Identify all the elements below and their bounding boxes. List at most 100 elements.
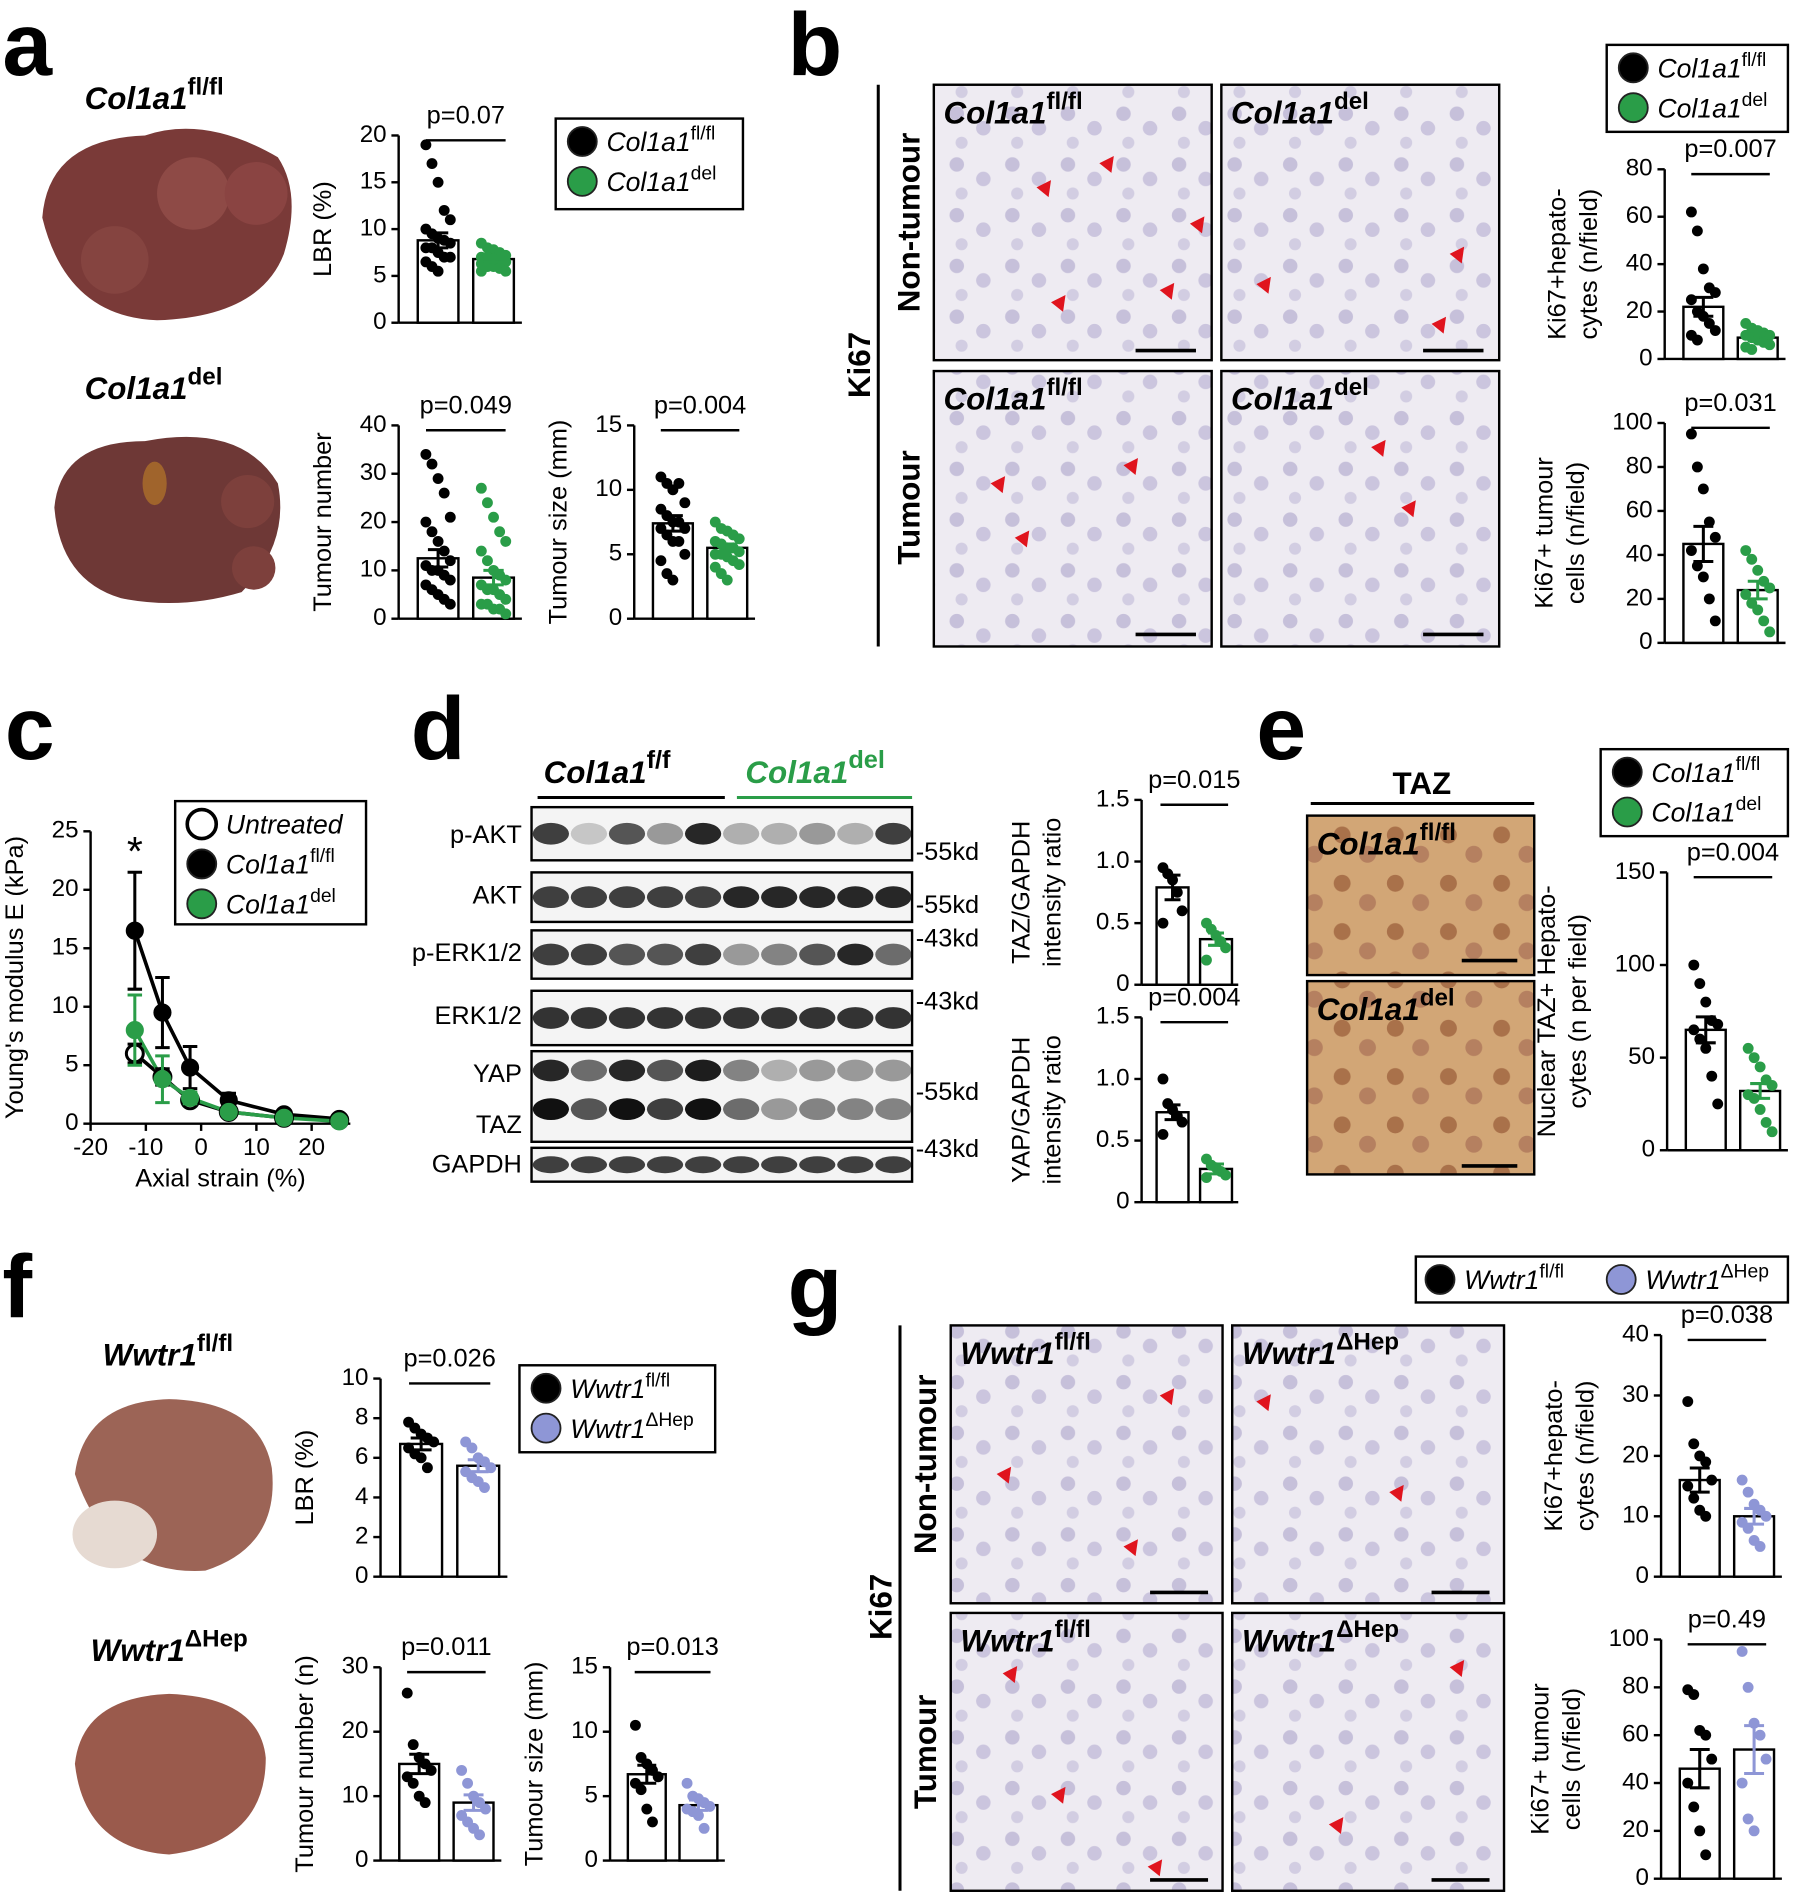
- blot-group: Col1a1f/f: [544, 746, 671, 790]
- y-tick-label: 0: [355, 1562, 368, 1589]
- y-axis-label: Tumour number (n): [291, 1655, 319, 1873]
- y-tick-label: 30: [1622, 1381, 1649, 1408]
- y-tick-label: 4: [355, 1483, 368, 1510]
- data-point: [274, 1108, 294, 1127]
- blot-band: [608, 886, 646, 909]
- image-label: Wwtr1fl/fl: [960, 1616, 1090, 1658]
- blot-band: [723, 1156, 760, 1174]
- image-label-main: Col1a1: [1231, 382, 1334, 417]
- image-label-main: Wwtr1: [960, 1624, 1054, 1659]
- data-point: [444, 214, 456, 226]
- data-point: [1688, 1492, 1700, 1504]
- data-point: [693, 1810, 704, 1821]
- y-tick-label: 0: [1636, 1864, 1649, 1891]
- legend-label: Wwtr1ΔHep: [570, 1410, 694, 1444]
- y-tick-label: 0: [1639, 344, 1652, 371]
- data-point: [1688, 1024, 1700, 1036]
- y-tick-label: 20: [1626, 584, 1653, 611]
- data-point: [1746, 344, 1758, 355]
- blot-band: [646, 1098, 684, 1121]
- liver-photo: [54, 436, 281, 603]
- y-tick-label: 0: [65, 1109, 78, 1136]
- data-point: [1740, 589, 1752, 600]
- blot-band: [646, 1007, 684, 1029]
- y-tick-label: 60: [1626, 202, 1653, 229]
- data-point: [1742, 1486, 1754, 1498]
- row-label: Non-tumour: [908, 1375, 943, 1555]
- x-tick-label: 0: [194, 1134, 207, 1161]
- image-label-sup: del: [1334, 374, 1369, 401]
- error-bar: [1744, 1724, 1765, 1775]
- y-tick-label: 10: [571, 1717, 598, 1744]
- data-point: [629, 1719, 641, 1731]
- blot-band: [570, 943, 608, 966]
- blot-band: [684, 1156, 722, 1174]
- legend-label: Wwtr1fl/fl: [1464, 1262, 1564, 1296]
- data-point: [475, 265, 487, 277]
- legend-label-main: Col1a1: [226, 850, 310, 880]
- y-tick-label: 80: [1626, 155, 1653, 182]
- error-bar: [409, 1752, 430, 1776]
- photo-label: Wwtr1ΔHep: [91, 1626, 248, 1668]
- y-tick-label: 1.5: [1096, 1003, 1130, 1030]
- image-label-sup: ΔHep: [1336, 1616, 1399, 1643]
- data-point: [1171, 886, 1183, 898]
- data-point: [466, 1442, 478, 1454]
- y-tick-label: 10: [595, 475, 622, 502]
- y-tick-label: 15: [571, 1653, 598, 1680]
- data-point: [407, 1777, 419, 1789]
- data-point: [444, 251, 456, 263]
- data-point: [1748, 1825, 1760, 1837]
- y-tick-label: 100: [1612, 408, 1652, 435]
- p-value: p=0.026: [403, 1344, 495, 1372]
- blot-band: [723, 1098, 760, 1121]
- data-point: [655, 555, 667, 567]
- blot-band: [799, 822, 836, 845]
- x-tick-label: -20: [73, 1134, 108, 1161]
- legend-label-main: Col1a1: [606, 127, 690, 157]
- blot-band: [875, 822, 912, 845]
- y-axis-label: Tumour number: [309, 432, 337, 612]
- data-point: [681, 1777, 693, 1789]
- image-label: Col1a1del: [1231, 374, 1369, 416]
- blot-band: [799, 1156, 836, 1174]
- data-point: [444, 511, 456, 523]
- data-point: [1706, 1753, 1718, 1765]
- legend-marker: [1424, 1264, 1456, 1295]
- image-label-sup: fl/fl: [1046, 88, 1082, 115]
- data-point: [1754, 1541, 1766, 1552]
- image-label: Col1a1del: [1317, 984, 1455, 1026]
- y-axis-label: cytes (n/field): [1571, 1380, 1599, 1531]
- data-point: [673, 477, 685, 489]
- error-bar: [1695, 1015, 1716, 1045]
- x-tick-label: 20: [298, 1134, 325, 1161]
- data-point: [1736, 1777, 1748, 1789]
- blot-group-sup: f/f: [647, 746, 671, 774]
- image-label-main: Wwtr1: [960, 1336, 1054, 1371]
- data-point: [181, 1088, 200, 1108]
- legend-label-sup: fl/fl: [645, 1370, 670, 1391]
- error-bar: [1693, 524, 1714, 564]
- error-bar: [1744, 1506, 1765, 1526]
- blot-group-main: Col1a1: [745, 755, 848, 790]
- y-axis-label: intensity ratio: [1039, 1035, 1067, 1184]
- blot-band: [761, 1007, 798, 1029]
- y-axis-label: Tumour size (mm): [520, 1662, 548, 1867]
- data-point: [1736, 1646, 1748, 1657]
- data-point: [1754, 1729, 1766, 1741]
- data-point: [1746, 553, 1758, 565]
- bar: [1155, 886, 1190, 986]
- data-point: [482, 555, 493, 567]
- p-value: p=0.031: [1684, 389, 1776, 417]
- photo-label-main: Col1a1: [85, 371, 188, 406]
- photo-label-main: Wwtr1: [103, 1337, 197, 1372]
- x-tick-label: -10: [128, 1134, 163, 1161]
- photo-label-sup: ΔHep: [185, 1626, 248, 1653]
- data-point: [1703, 317, 1715, 329]
- blot-band: [761, 822, 798, 845]
- error-bar: [1164, 1103, 1181, 1122]
- legend-label-main: Wwtr1: [1645, 1265, 1720, 1295]
- y-axis-label: LBR (%): [309, 181, 337, 277]
- data-point: [438, 487, 450, 499]
- blot-band: [608, 1098, 646, 1121]
